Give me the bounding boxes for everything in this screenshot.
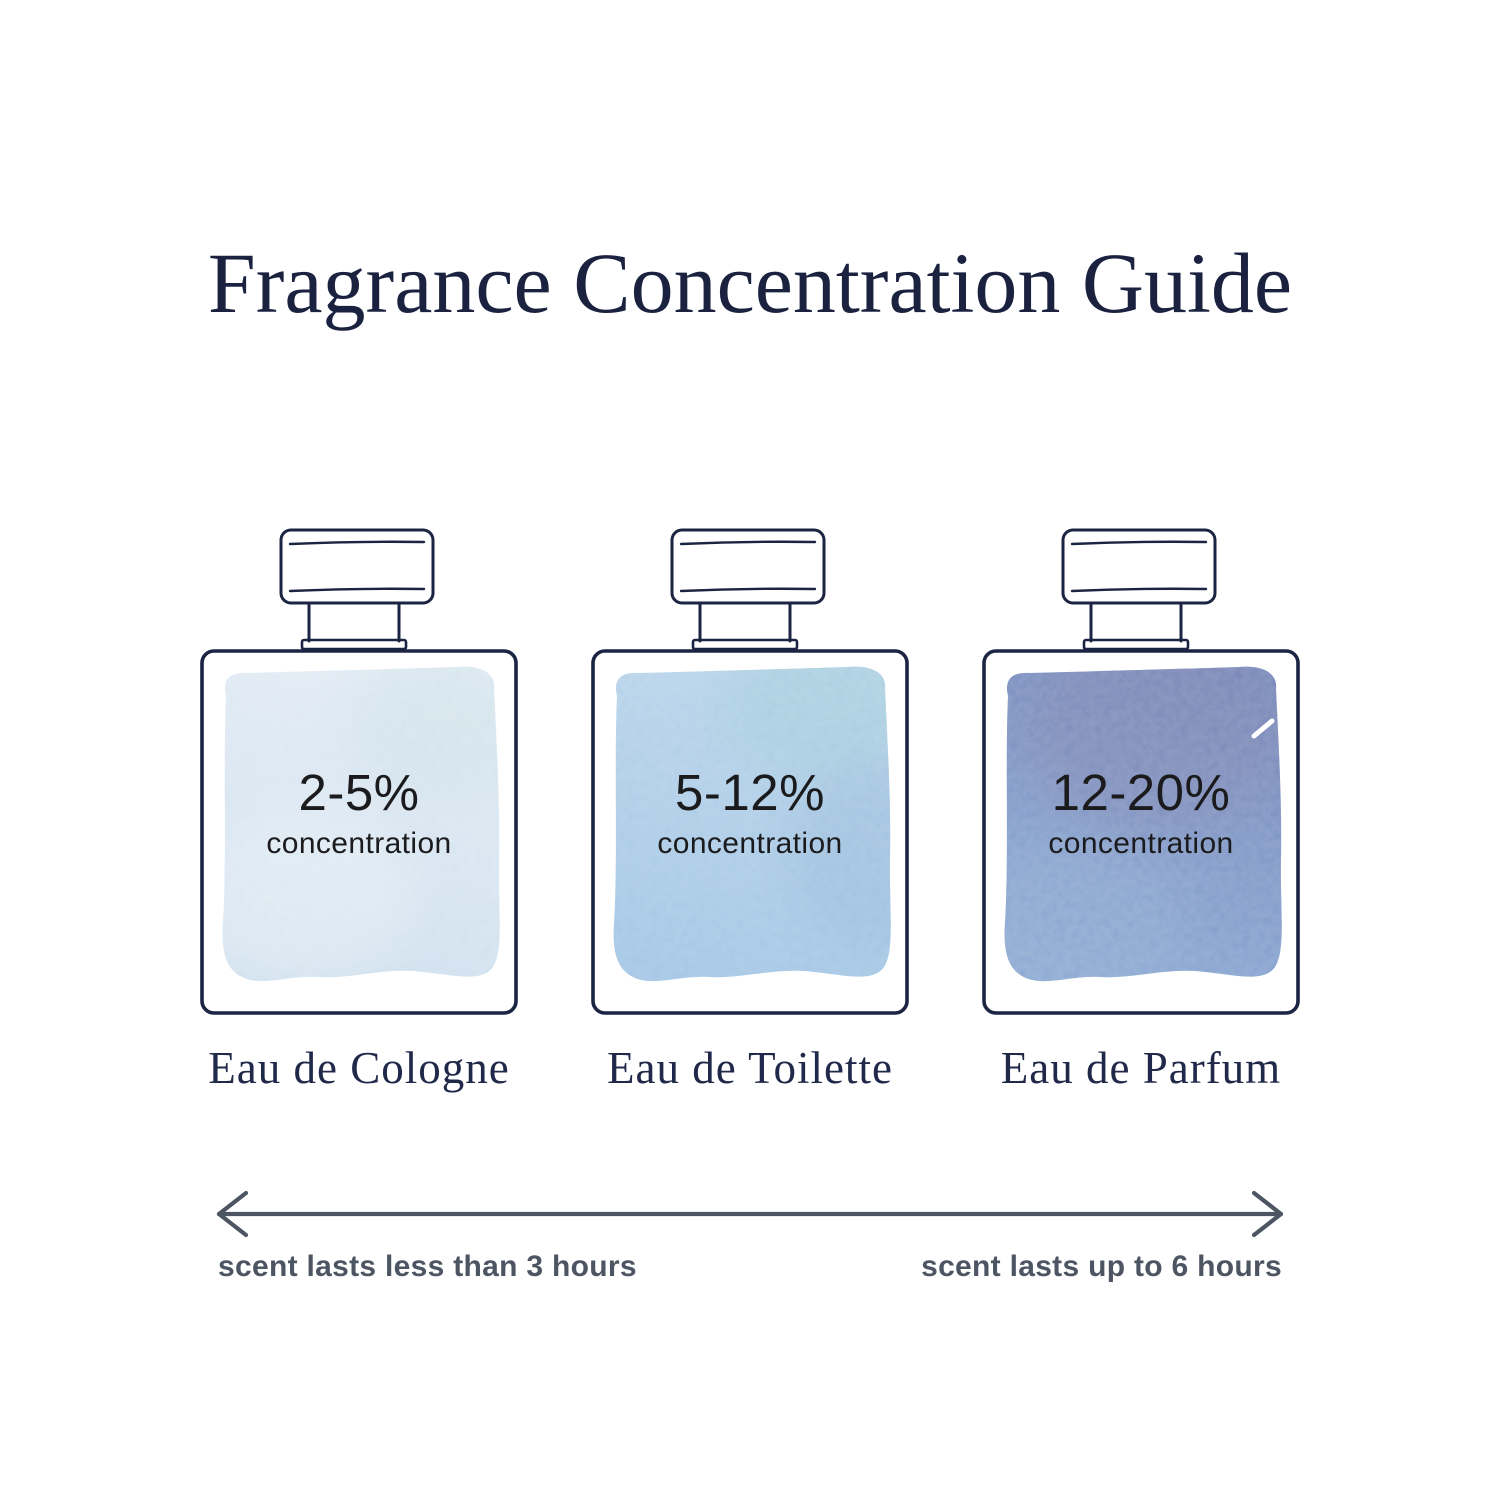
page-title: Fragrance Concentration Guide <box>207 235 1293 331</box>
bottle-name-label: Eau de Cologne <box>208 1043 510 1093</box>
cap-rim-line-bottom <box>288 587 426 593</box>
bottle-card-toilette: 5-12% concentration Eau de Toilette <box>590 526 910 1094</box>
perfume-bottle-illustration <box>982 528 1300 1015</box>
perfume-bottle-illustration <box>591 528 909 1015</box>
bottle-name-label: Eau de Toilette <box>607 1043 893 1093</box>
bottle-body <box>591 649 909 1015</box>
bottle-cap <box>670 528 826 605</box>
cap-rim-line-top <box>679 540 817 546</box>
duration-label-right: scent lasts up to 6 hours <box>921 1250 1282 1283</box>
neck-collar <box>691 638 799 651</box>
left-arrowhead-icon <box>216 1190 249 1238</box>
bottle-cap <box>279 528 435 605</box>
bottle-card-cologne: 2-5% concentration Eau de Cologne <box>199 526 519 1094</box>
bottle-name-label: Eau de Parfum <box>1000 1043 1282 1093</box>
bottle-card-parfum: 12-20% concentration Eau de Parfum <box>981 526 1301 1094</box>
double-arrow-icon <box>216 1190 1284 1238</box>
concentration-text-block: 12-20% concentration <box>981 764 1301 861</box>
watercolor-texture <box>222 666 500 982</box>
watercolor-texture <box>613 666 891 982</box>
cap-rim-line-top <box>288 540 426 546</box>
concentration-unit-label: concentration <box>266 827 452 861</box>
cap-rim-line-bottom <box>679 587 817 593</box>
concentration-percent: 12-20% <box>1051 764 1231 821</box>
neck-collar <box>300 638 408 651</box>
watercolor-texture <box>1004 666 1282 982</box>
neck-collar <box>1082 638 1190 651</box>
concentration-unit-label: concentration <box>1048 827 1234 861</box>
right-arrowhead-icon <box>1251 1190 1284 1238</box>
glass-highlight-slash <box>1251 718 1275 739</box>
cap-rim-line-bottom <box>1070 587 1208 593</box>
perfume-bottle-illustration <box>200 528 518 1015</box>
bottle-neck <box>307 602 401 643</box>
bottle-body <box>200 649 518 1015</box>
duration-label-left: scent lasts less than 3 hours <box>218 1250 637 1283</box>
duration-labels: scent lasts less than 3 hours scent last… <box>218 1250 1282 1284</box>
cap-rim-line-top <box>1070 540 1208 546</box>
concentration-unit-label: concentration <box>657 827 843 861</box>
concentration-percent: 2-5% <box>298 764 420 821</box>
concentration-percent: 5-12% <box>675 764 825 821</box>
concentration-text-block: 5-12% concentration <box>590 764 910 861</box>
bottle-body <box>982 649 1300 1015</box>
bottle-neck <box>698 602 792 643</box>
bottle-neck <box>1089 602 1183 643</box>
concentration-text-block: 2-5% concentration <box>199 764 519 861</box>
bottle-cap <box>1061 528 1217 605</box>
